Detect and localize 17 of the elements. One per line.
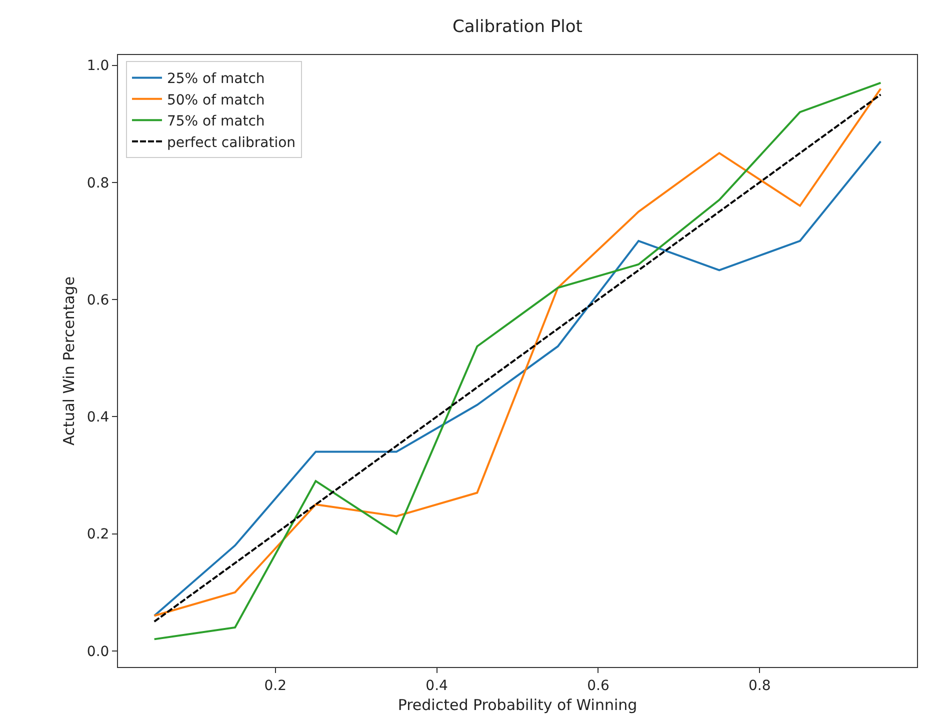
legend-label: 25% of match <box>166 71 265 88</box>
x-tick-label: 0.6 <box>587 678 610 694</box>
x-axis-title: Predicted Probability of Winning <box>398 696 638 714</box>
x-tick-label: 0.4 <box>426 678 448 694</box>
y-tick-label: 1.0 <box>86 58 110 74</box>
y-axis-title: Actual Win Percentage <box>60 276 78 446</box>
x-tick-label: 0.2 <box>264 678 287 694</box>
legend-label: 50% of match <box>166 92 265 108</box>
y-tick-label: 0.6 <box>86 292 110 308</box>
legend-label: perfect calibration <box>166 134 296 151</box>
x-tick-label: 0.8 <box>748 678 771 694</box>
y-tick-label: 0.8 <box>86 175 110 192</box>
y-tick-label: 0.2 <box>86 526 110 543</box>
y-tick-label: 0.4 <box>86 410 110 426</box>
y-tick-label: 0.0 <box>86 644 110 660</box>
legend-label: 75% of match <box>166 114 265 130</box>
chart-title: Calibration Plot <box>452 16 583 37</box>
